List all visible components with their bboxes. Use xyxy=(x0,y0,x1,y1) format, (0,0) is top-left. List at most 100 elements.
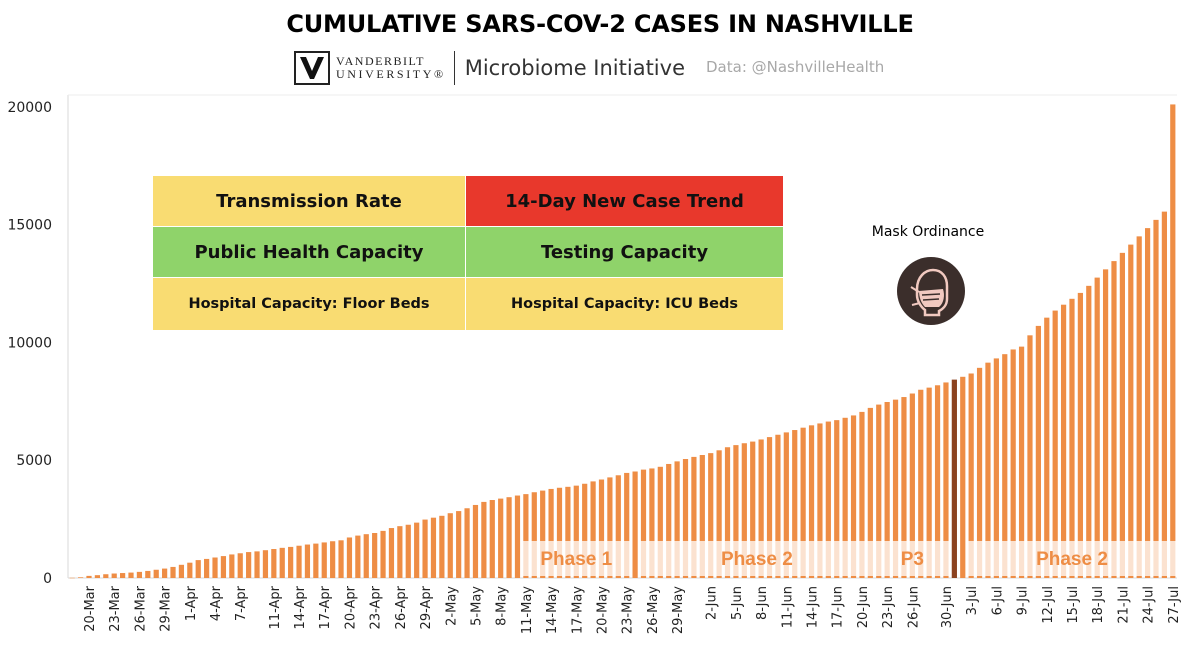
bar-19-Apr xyxy=(338,540,344,578)
bar-23-Jul xyxy=(1136,236,1142,579)
reopening-indicators-table: Transmission Rate 14-Day New Case Trend … xyxy=(153,176,784,331)
x-tick-label: 8-Jun xyxy=(755,586,770,620)
bar-8-Apr xyxy=(246,552,252,578)
bar-5-Jun xyxy=(733,445,739,578)
bar-25-Jul xyxy=(1153,219,1159,578)
x-tick-label: 6-Jul xyxy=(990,586,1005,615)
bar-17-Jul xyxy=(1086,285,1092,578)
bar-20-Jun xyxy=(859,411,865,578)
bar-19-Jun xyxy=(850,415,857,578)
bar-6-Apr xyxy=(229,554,235,578)
x-tick-label: 18-Jul xyxy=(1091,586,1106,624)
bar-29-Jun xyxy=(934,385,941,578)
bar-28-Jun xyxy=(926,387,932,578)
bar-30-Apr xyxy=(430,517,437,578)
bar-22-Jun xyxy=(876,404,882,578)
phase-label: Phase 1 xyxy=(540,549,612,570)
bar-30-Jun xyxy=(943,382,949,578)
bar-24-Mar xyxy=(120,573,126,578)
x-tick-label: 24-Jul xyxy=(1142,586,1157,624)
bar-15-Jul xyxy=(1069,298,1075,578)
bar-2-May xyxy=(447,513,453,578)
bar-16-Apr xyxy=(313,543,319,578)
bar-22-May xyxy=(615,475,621,578)
bar-4-Apr xyxy=(212,557,218,578)
bar-12-Apr xyxy=(279,547,285,578)
x-tick-label: 26-May xyxy=(646,586,661,634)
bar-23-Mar xyxy=(111,573,117,578)
vanderbilt-logo-icon xyxy=(294,51,330,85)
bar-5-Jul xyxy=(985,362,991,578)
x-tick-label: 20-May xyxy=(595,586,610,634)
bar-4-Jul xyxy=(976,367,983,578)
x-tick-label: 14-Jun xyxy=(806,586,821,628)
phase-band: Phase 2 xyxy=(966,541,1177,576)
x-tick-label: 1-Apr xyxy=(184,585,199,621)
bar-25-Apr xyxy=(388,528,395,578)
bar-8-Jul xyxy=(1010,349,1016,578)
bar-9-Jul xyxy=(1018,346,1025,578)
bar-7-Apr xyxy=(237,553,243,578)
bar-12-May xyxy=(531,492,537,578)
bar-31-May xyxy=(691,456,697,578)
bar-2-Jul xyxy=(960,376,966,578)
bar-4-Jun xyxy=(724,447,731,578)
x-tick-label: 5-May xyxy=(469,586,484,626)
mask-icon xyxy=(897,257,965,325)
bar-1-Jun xyxy=(699,455,705,578)
bar-7-Jun xyxy=(750,441,756,578)
bar-18-May xyxy=(582,483,588,578)
x-tick-label: 23-May xyxy=(621,586,636,634)
bar-19-Mar xyxy=(77,577,84,578)
bar-2-Apr xyxy=(195,560,201,578)
vanderbilt-wordmark: VANDERBILT UNIVERSITY® xyxy=(336,55,446,81)
bar-24-May xyxy=(632,471,638,578)
bar-1-Apr xyxy=(187,562,193,578)
bar-18-Jun xyxy=(842,417,848,578)
logo-line1: VANDERBILT xyxy=(336,54,426,68)
bar-14-Jun xyxy=(808,425,815,578)
bar-25-May xyxy=(640,469,647,578)
x-tick-label: 23-Mar xyxy=(108,585,123,631)
bar-15-May xyxy=(556,487,563,578)
bar-20-Jul xyxy=(1111,261,1117,578)
y-tick-label: 15000 xyxy=(7,218,52,234)
bar-5-May xyxy=(472,504,479,578)
bar-23-May xyxy=(624,472,630,578)
indicator-icu-beds: Hospital Capacity: ICU Beds xyxy=(466,278,784,331)
phase-band-bg xyxy=(639,541,875,576)
bar-26-Jun xyxy=(909,393,915,578)
bar-26-May xyxy=(649,468,655,578)
bar-18-Apr xyxy=(330,541,336,578)
bar-13-Apr xyxy=(288,546,294,578)
x-tick-label: 2-Jun xyxy=(705,586,720,620)
x-tick-label: 9-Jul xyxy=(1016,586,1031,615)
bar-21-May xyxy=(607,477,613,578)
bar-13-May xyxy=(540,490,546,578)
bar-31-Mar xyxy=(178,564,185,578)
bar-21-Mar xyxy=(94,575,101,578)
bar-15-Jun xyxy=(817,423,823,578)
x-tick-label: 11-Jun xyxy=(780,586,795,628)
bar-19-Jul xyxy=(1102,269,1109,578)
bar-24-Apr xyxy=(380,530,386,578)
bar-9-Apr xyxy=(254,551,260,578)
x-tick-label: 30-Jun xyxy=(940,586,955,628)
x-tick-label: 26-Apr xyxy=(394,585,409,629)
x-tick-label: 17-Jun xyxy=(831,586,846,628)
bar-1-Jul xyxy=(951,379,957,578)
bar-3-Jul xyxy=(968,373,974,578)
bar-14-May xyxy=(548,488,554,578)
bar-25-Mar xyxy=(128,572,134,578)
x-tick-label: 29-May xyxy=(671,586,686,634)
phase-band: P3 xyxy=(874,541,951,576)
bar-14-Jul xyxy=(1060,304,1067,578)
x-tick-label: 26-Jun xyxy=(906,586,921,628)
bar-29-May xyxy=(674,461,680,578)
bar-9-May xyxy=(506,497,512,578)
bar-21-Jul xyxy=(1119,252,1125,579)
indicator-public-health-capacity: Public Health Capacity xyxy=(153,227,466,278)
bar-30-May xyxy=(682,459,689,578)
x-tick-label: 27-Jul xyxy=(1167,586,1182,624)
initiative-name: Microbiome Initiative xyxy=(464,56,685,80)
